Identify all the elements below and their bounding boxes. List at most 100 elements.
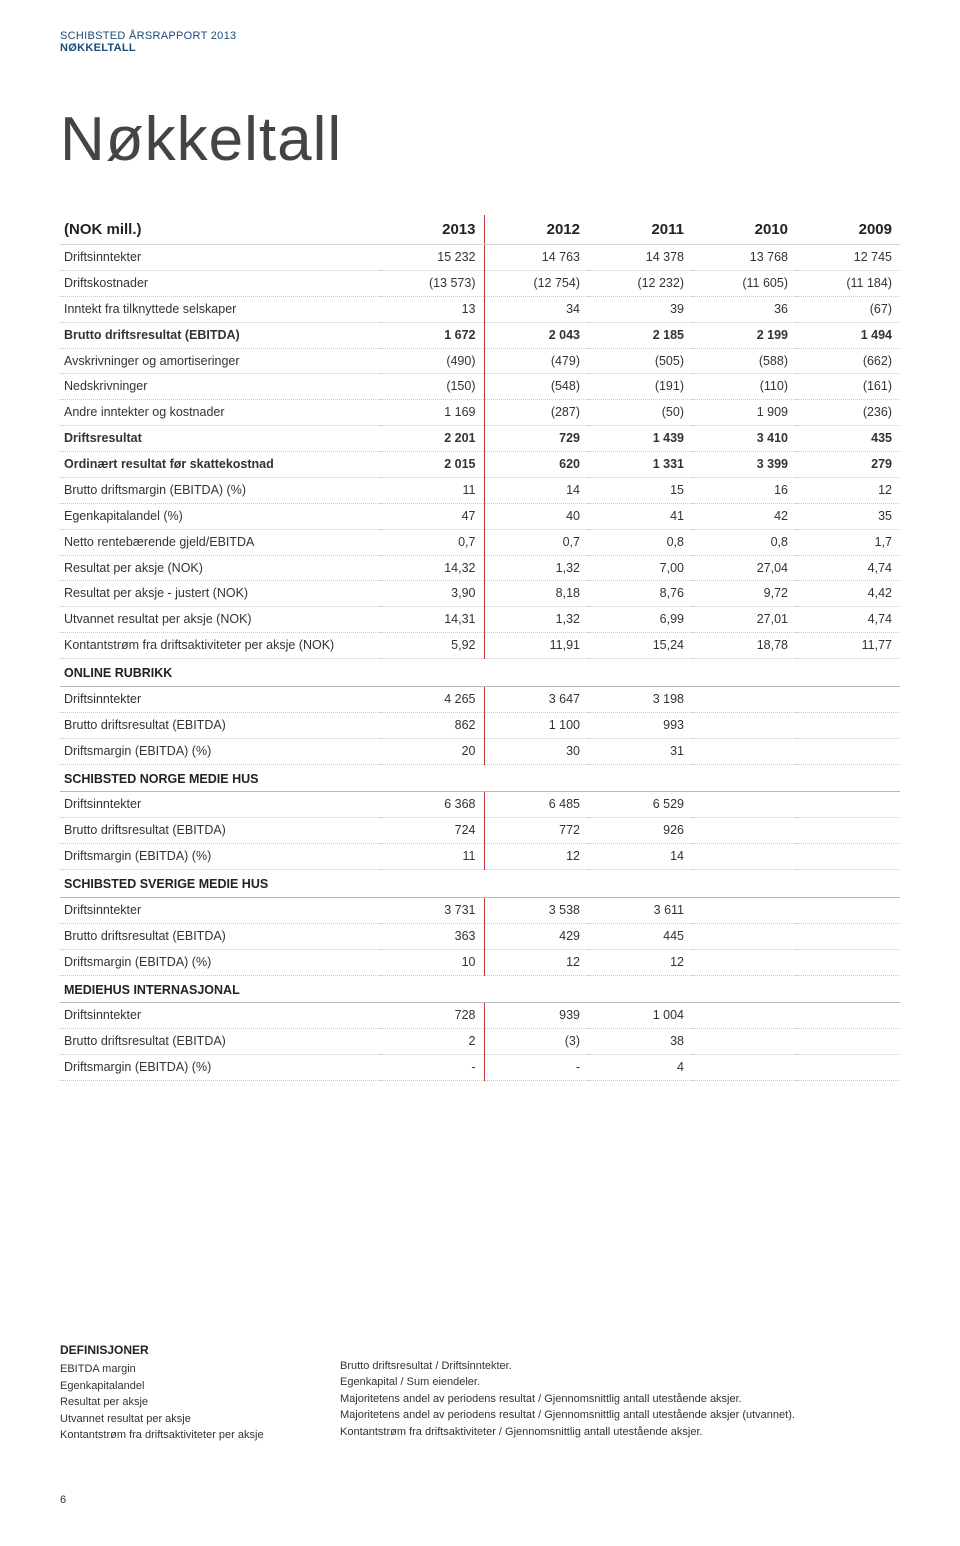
cell-value: 939 <box>484 1003 588 1029</box>
cell-value: 3 731 <box>380 897 484 923</box>
row-label: Driftsresultat <box>60 426 380 452</box>
cell-value <box>692 712 796 738</box>
cell-value: 3 538 <box>484 897 588 923</box>
row-label: Andre inntekter og kostnader <box>60 400 380 426</box>
table-row: Egenkapitalandel (%)4740414235 <box>60 503 900 529</box>
cell-value <box>796 686 900 712</box>
table-row: Nedskrivninger(150)(548)(191)(110)(161) <box>60 374 900 400</box>
table-row: Driftsmargin (EBITDA) (%)101212 <box>60 949 900 975</box>
table-row: Utvannet resultat per aksje (NOK)14,311,… <box>60 607 900 633</box>
cell-value: 11,91 <box>484 633 588 659</box>
cell-value: 30 <box>484 738 588 764</box>
table-row: Andre inntekter og kostnader1 169(287)(5… <box>60 400 900 426</box>
cell-value <box>692 923 796 949</box>
year-2010: 2010 <box>692 215 796 245</box>
report-subheader: NØKKELTALL <box>60 42 900 54</box>
cell-value <box>692 738 796 764</box>
cell-value: 14 <box>588 844 692 870</box>
definitions: DEFINISJONER EBITDA marginEgenkapitaland… <box>60 1341 900 1444</box>
row-label: Brutto driftsresultat (EBITDA) <box>60 1029 380 1055</box>
table-row: Resultat per aksje - justert (NOK)3,908,… <box>60 581 900 607</box>
table-row: Netto rentebærende gjeld/EBITDA0,70,70,8… <box>60 529 900 555</box>
cell-value: 620 <box>484 452 588 478</box>
cell-value: 8,18 <box>484 581 588 607</box>
cell-value <box>692 818 796 844</box>
row-label: Driftsinntekter <box>60 245 380 271</box>
page-title: Nøkkeltall <box>60 104 900 175</box>
table-row: Brutto driftsresultat (EBITDA)2(3)38 <box>60 1029 900 1055</box>
cell-value: 47 <box>380 503 484 529</box>
cell-value: (12 754) <box>484 270 588 296</box>
row-label: Brutto driftsresultat (EBITDA) <box>60 923 380 949</box>
table-row: SCHIBSTED NORGE MEDIE HUS <box>60 764 900 792</box>
row-label: Driftsinntekter <box>60 897 380 923</box>
cell-value: (490) <box>380 348 484 374</box>
cell-value: 11,77 <box>796 633 900 659</box>
cell-value <box>796 897 900 923</box>
cell-value: (110) <box>692 374 796 400</box>
cell-value: 3 198 <box>588 686 692 712</box>
cell-value: 4 265 <box>380 686 484 712</box>
cell-value: 2 015 <box>380 452 484 478</box>
cell-value: (662) <box>796 348 900 374</box>
table-row: Brutto driftsmargin (EBITDA) (%)11141516… <box>60 477 900 503</box>
cell-value: 6,99 <box>588 607 692 633</box>
row-label: Driftsmargin (EBITDA) (%) <box>60 738 380 764</box>
cell-value <box>796 818 900 844</box>
cell-value: 435 <box>796 426 900 452</box>
definition-term: Utvannet resultat per aksje <box>60 1411 300 1428</box>
cell-value <box>796 949 900 975</box>
cell-value: 38 <box>588 1029 692 1055</box>
row-label: Driftskostnader <box>60 270 380 296</box>
cell-value: (588) <box>692 348 796 374</box>
cell-value: 1,32 <box>484 607 588 633</box>
definition-term: EBITDA margin <box>60 1361 300 1378</box>
cell-value: (236) <box>796 400 900 426</box>
cell-value: 31 <box>588 738 692 764</box>
cell-value: 20 <box>380 738 484 764</box>
table-row: Inntekt fra tilknyttede selskaper1334393… <box>60 296 900 322</box>
cell-value: (150) <box>380 374 484 400</box>
cell-value: 12 <box>796 477 900 503</box>
cell-value: 724 <box>380 818 484 844</box>
table-row: Brutto driftsresultat (EBITDA)724772926 <box>60 818 900 844</box>
cell-value: 0,7 <box>484 529 588 555</box>
cell-value <box>796 712 900 738</box>
cell-value: 1,7 <box>796 529 900 555</box>
cell-value: 13 <box>380 296 484 322</box>
table-header-row: (NOK mill.) 2013 2012 2011 2010 2009 <box>60 215 900 245</box>
cell-value: 14,32 <box>380 555 484 581</box>
row-label: Driftsmargin (EBITDA) (%) <box>60 1055 380 1081</box>
section-header: MEDIEHUS INTERNASJONAL <box>60 975 900 1003</box>
cell-value <box>796 1055 900 1081</box>
cell-value: 1 672 <box>380 322 484 348</box>
definition-desc: Egenkapital / Sum eiendeler. <box>340 1374 900 1391</box>
cell-value: 772 <box>484 818 588 844</box>
cell-value: (3) <box>484 1029 588 1055</box>
cell-value: 41 <box>588 503 692 529</box>
cell-value <box>692 1003 796 1029</box>
year-2013: 2013 <box>380 215 484 245</box>
cell-value: (12 232) <box>588 270 692 296</box>
table-row: ONLINE RUBRIKK <box>60 659 900 687</box>
definition-term: Egenkapitalandel <box>60 1378 300 1395</box>
cell-value: 2 043 <box>484 322 588 348</box>
cell-value: 18,78 <box>692 633 796 659</box>
cell-value: - <box>380 1055 484 1081</box>
row-label: Inntekt fra tilknyttede selskaper <box>60 296 380 322</box>
table-row: Kontantstrøm fra driftsaktiviteter per a… <box>60 633 900 659</box>
cell-value: 14 378 <box>588 245 692 271</box>
cell-value: 6 529 <box>588 792 692 818</box>
definition-desc: Majoritetens andel av periodens resultat… <box>340 1391 900 1408</box>
cell-value: 36 <box>692 296 796 322</box>
table-row: MEDIEHUS INTERNASJONAL <box>60 975 900 1003</box>
cell-value: 11 <box>380 477 484 503</box>
row-label: Driftsinntekter <box>60 792 380 818</box>
cell-value: 39 <box>588 296 692 322</box>
cell-value <box>692 792 796 818</box>
cell-value <box>692 1055 796 1081</box>
cell-value: 926 <box>588 818 692 844</box>
cell-value <box>692 1029 796 1055</box>
cell-value: 12 <box>588 949 692 975</box>
cell-value: 10 <box>380 949 484 975</box>
